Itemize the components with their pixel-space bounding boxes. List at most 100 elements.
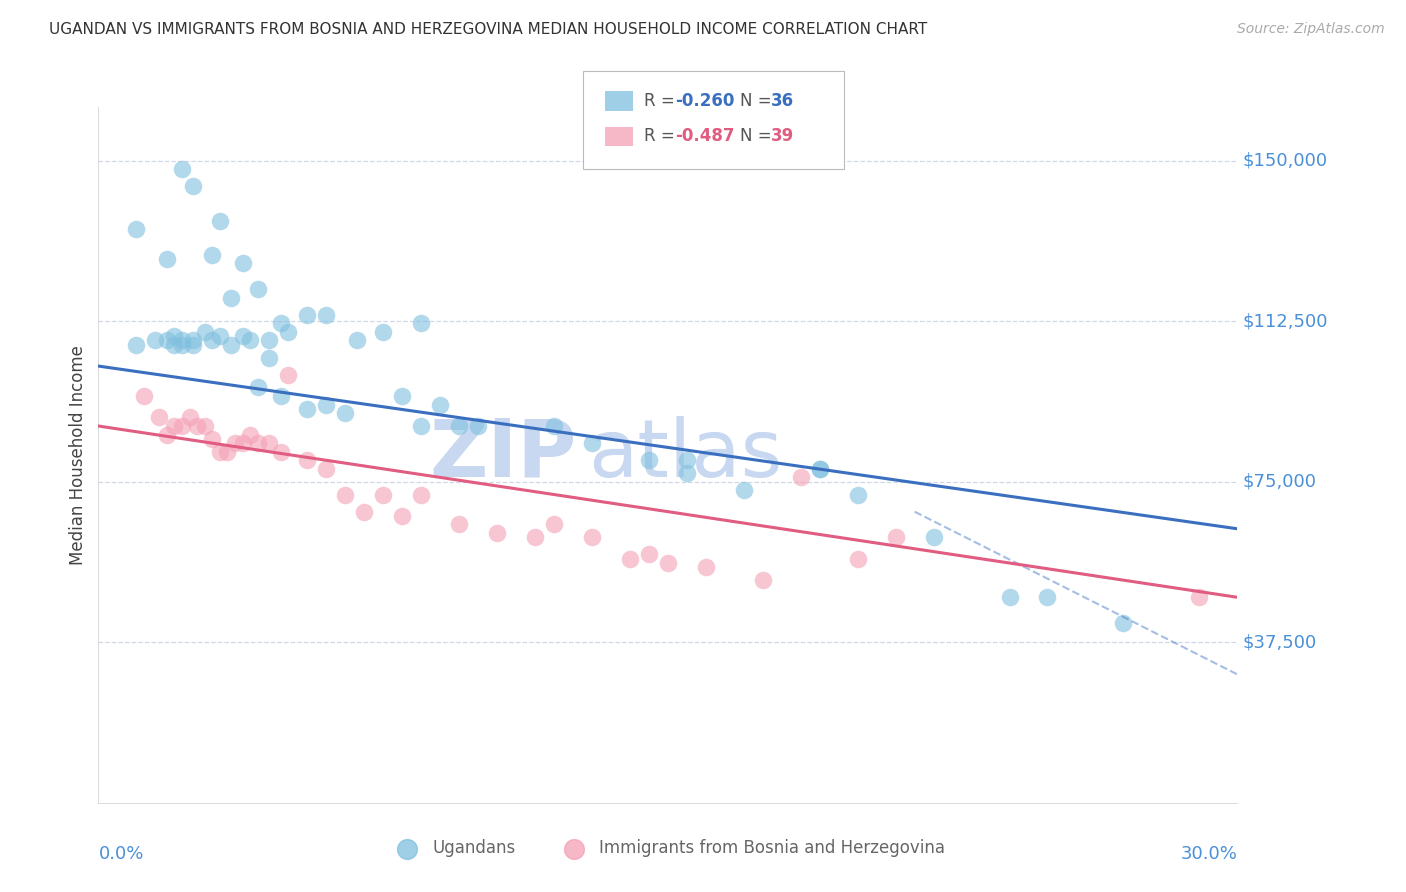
Text: 30.0%: 30.0% bbox=[1181, 845, 1237, 863]
Point bbox=[125, 337, 148, 351]
Point bbox=[259, 334, 281, 348]
Point bbox=[132, 389, 155, 403]
Point bbox=[429, 398, 451, 412]
Point bbox=[221, 291, 243, 305]
Point bbox=[246, 380, 269, 394]
Point bbox=[335, 406, 357, 420]
Point bbox=[148, 410, 170, 425]
Point bbox=[270, 444, 292, 458]
Point bbox=[277, 325, 299, 339]
Point bbox=[246, 282, 269, 296]
Point bbox=[183, 337, 205, 351]
Point bbox=[315, 462, 337, 476]
Text: ZIP: ZIP bbox=[429, 416, 576, 494]
Point bbox=[208, 444, 231, 458]
Point bbox=[270, 389, 292, 403]
Point bbox=[695, 560, 717, 574]
Text: -0.260: -0.260 bbox=[675, 92, 734, 110]
Text: R =: R = bbox=[644, 92, 681, 110]
Point bbox=[224, 436, 246, 450]
Point bbox=[1112, 615, 1135, 630]
Point bbox=[619, 551, 641, 566]
Point bbox=[201, 334, 224, 348]
Point bbox=[581, 530, 603, 544]
Point bbox=[733, 483, 755, 498]
Point bbox=[1188, 591, 1211, 605]
Text: atlas: atlas bbox=[588, 416, 783, 494]
Point bbox=[657, 556, 679, 570]
Point bbox=[998, 591, 1021, 605]
Point bbox=[201, 248, 224, 262]
Point bbox=[156, 427, 179, 442]
Y-axis label: Median Household Income: Median Household Income bbox=[69, 345, 87, 565]
Point bbox=[232, 329, 254, 343]
Point bbox=[371, 325, 394, 339]
Point bbox=[449, 419, 471, 434]
Point bbox=[411, 487, 433, 501]
Point bbox=[125, 222, 148, 236]
Point bbox=[145, 334, 167, 348]
Text: 36: 36 bbox=[770, 92, 793, 110]
Point bbox=[752, 573, 775, 587]
Point bbox=[846, 487, 869, 501]
Point bbox=[808, 462, 831, 476]
Point bbox=[170, 334, 193, 348]
Point bbox=[543, 517, 565, 532]
Text: N =: N = bbox=[740, 128, 776, 145]
Point bbox=[221, 337, 243, 351]
Text: N =: N = bbox=[740, 92, 776, 110]
Point bbox=[467, 419, 489, 434]
Point bbox=[270, 316, 292, 330]
Point bbox=[183, 179, 205, 194]
Text: -0.487: -0.487 bbox=[675, 128, 734, 145]
Point bbox=[259, 351, 281, 365]
Point bbox=[246, 436, 269, 450]
Point bbox=[315, 308, 337, 322]
Point bbox=[163, 337, 186, 351]
Point bbox=[391, 389, 413, 403]
Point bbox=[371, 487, 394, 501]
Point bbox=[638, 548, 661, 562]
Point bbox=[170, 337, 193, 351]
Point bbox=[676, 466, 699, 480]
Point bbox=[297, 308, 319, 322]
Point bbox=[335, 487, 357, 501]
Text: $37,500: $37,500 bbox=[1243, 633, 1317, 651]
Text: $150,000: $150,000 bbox=[1243, 152, 1329, 169]
Point bbox=[156, 252, 179, 266]
Point bbox=[163, 419, 186, 434]
Point bbox=[183, 334, 205, 348]
Point bbox=[346, 334, 368, 348]
Point bbox=[194, 419, 217, 434]
Point bbox=[411, 316, 433, 330]
Point bbox=[208, 329, 231, 343]
Point bbox=[391, 508, 413, 523]
Point bbox=[179, 410, 201, 425]
Point bbox=[1036, 591, 1059, 605]
Text: Source: ZipAtlas.com: Source: ZipAtlas.com bbox=[1237, 22, 1385, 37]
Point bbox=[194, 325, 217, 339]
Text: 0.0%: 0.0% bbox=[98, 845, 143, 863]
Text: 39: 39 bbox=[770, 128, 794, 145]
Point bbox=[790, 470, 813, 484]
Point bbox=[808, 462, 831, 476]
Legend: Ugandans, Immigrants from Bosnia and Herzegovina: Ugandans, Immigrants from Bosnia and Her… bbox=[384, 833, 952, 864]
Point bbox=[922, 530, 945, 544]
Point bbox=[846, 551, 869, 566]
Point bbox=[156, 334, 179, 348]
Point bbox=[884, 530, 907, 544]
Point bbox=[186, 419, 208, 434]
Point bbox=[232, 436, 254, 450]
Text: UGANDAN VS IMMIGRANTS FROM BOSNIA AND HERZEGOVINA MEDIAN HOUSEHOLD INCOME CORREL: UGANDAN VS IMMIGRANTS FROM BOSNIA AND HE… bbox=[49, 22, 928, 37]
Point bbox=[217, 444, 239, 458]
Point bbox=[524, 530, 547, 544]
Point bbox=[315, 398, 337, 412]
Point bbox=[543, 419, 565, 434]
Point bbox=[353, 505, 375, 519]
Point bbox=[239, 334, 262, 348]
Point bbox=[676, 453, 699, 467]
Point bbox=[297, 401, 319, 416]
Text: $75,000: $75,000 bbox=[1243, 473, 1317, 491]
Point bbox=[232, 256, 254, 270]
Point bbox=[486, 526, 509, 541]
